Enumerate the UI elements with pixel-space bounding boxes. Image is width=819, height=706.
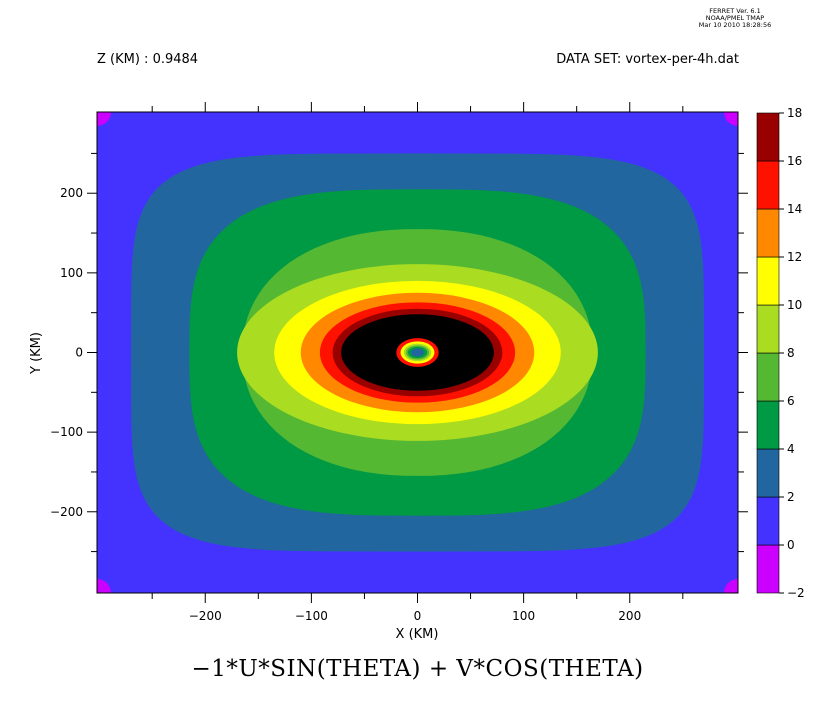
x-tick-label: −100: [295, 609, 328, 623]
colorbar-level-label: 18: [787, 106, 802, 120]
negative-band-corner: [724, 579, 738, 593]
x-axis-label: X (KM): [396, 627, 439, 642]
colorbar-level-label: 6: [787, 394, 795, 408]
y-tick-label: −200: [50, 505, 83, 519]
y-tick-label: −100: [50, 425, 83, 439]
colorbar-level-label: 10: [787, 298, 802, 312]
x-tick-label: −200: [189, 609, 222, 623]
chart-title: −1*U*SIN(THETA) + V*COS(THETA): [191, 656, 644, 682]
colorbar-level-label: 4: [787, 442, 795, 456]
colorbar-level-label: 0: [787, 538, 795, 552]
colorbar-swatch: [756, 448, 780, 498]
colorbar-level-label: 2: [787, 490, 795, 504]
colorbar-level-label: 8: [787, 346, 795, 360]
ferret-date-line: Mar 10 2010 18:28:56: [698, 21, 772, 29]
colorbar-level-label: 16: [787, 154, 802, 168]
colorbar-swatch: [756, 352, 780, 402]
y-tick-label: 0: [75, 346, 83, 360]
colorbar-swatch: [756, 496, 780, 546]
x-tick-label: 200: [618, 609, 641, 623]
colorbar-level-label: −2: [787, 586, 805, 600]
ferret-version-line: FERRET Ver. 6.1: [709, 7, 761, 15]
z-level-label: Z (KM) : 0.9484: [97, 52, 199, 67]
x-tick-label: 0: [414, 609, 422, 623]
ferret-version-stamp: FERRET Ver. 6.1 NOAA/PMEL TMAP Mar 10 20…: [690, 8, 780, 29]
ferret-org-line: NOAA/PMEL TMAP: [705, 14, 765, 22]
colorbar-level-label: 12: [787, 250, 802, 264]
y-tick-label: 100: [60, 266, 83, 280]
contour-plot: −200 −100 0 100 200 200 100 0 −100 −200 −2 0 2 4 6 8 10…: [29, 102, 805, 642]
colorbar-swatch: [756, 544, 780, 594]
contour-band-2-4: [411, 348, 424, 357]
dataset-label: DATA SET: vortex-per-4h.dat: [556, 52, 739, 67]
colorbar-swatch: [756, 256, 780, 306]
colorbar-swatch: [756, 304, 780, 354]
y-axis-label: Y (KM): [29, 332, 44, 375]
colorbar-swatch: [756, 160, 780, 210]
x-tick-label: 100: [512, 609, 535, 623]
negative-band-corner: [97, 579, 111, 593]
colorbar-swatch: [756, 400, 780, 450]
y-tick-label: 200: [60, 186, 83, 200]
negative-band-corner: [97, 112, 111, 126]
negative-band-corner: [724, 112, 738, 126]
colorbar-level-label: 14: [787, 202, 802, 216]
colorbar-swatch: [756, 112, 780, 162]
colorbar-swatch: [756, 208, 780, 258]
